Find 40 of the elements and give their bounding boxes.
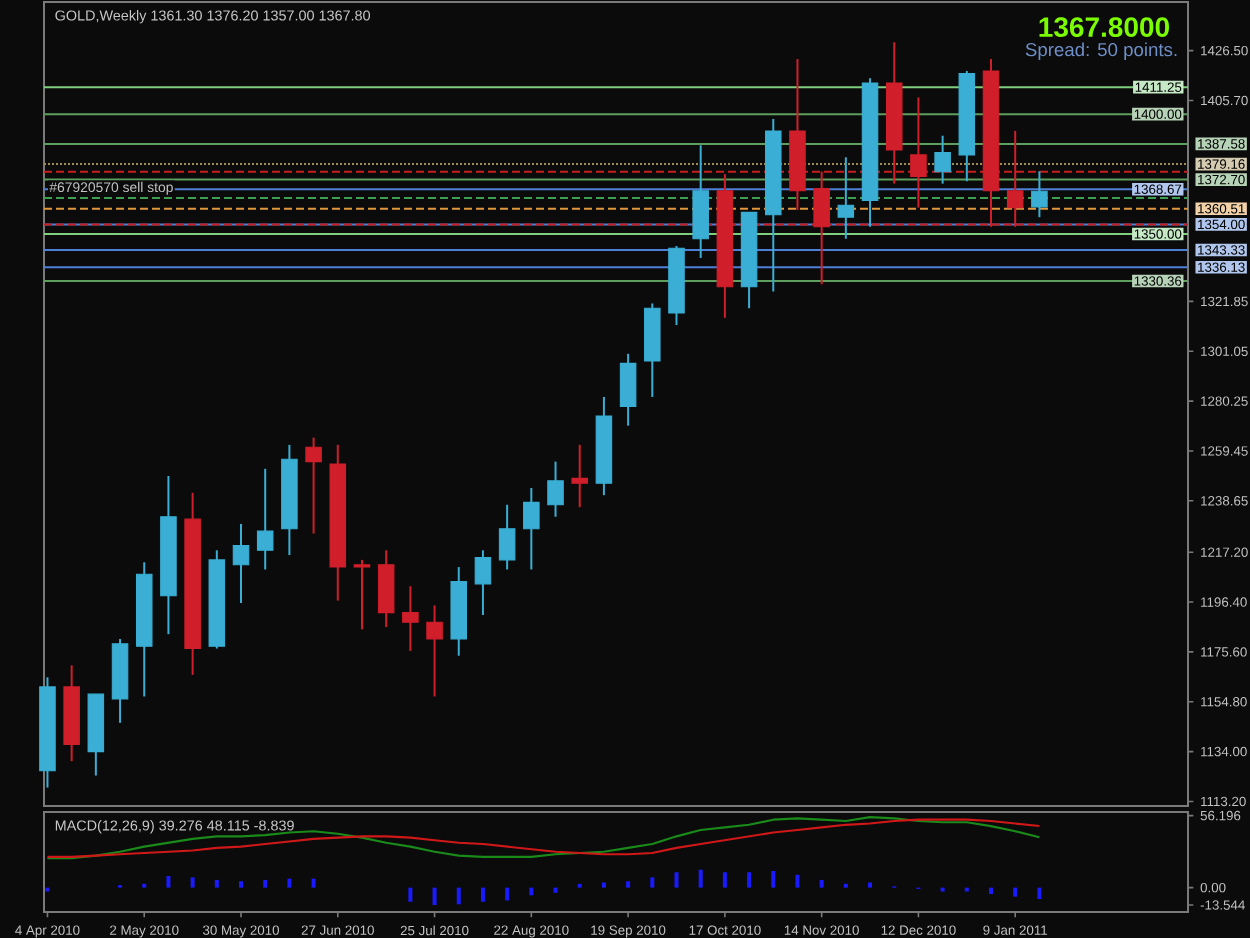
candlestick xyxy=(498,503,516,571)
bar xyxy=(432,887,437,906)
candlestick xyxy=(377,549,395,628)
candlestick xyxy=(571,443,588,509)
bar xyxy=(480,887,485,902)
candlestick xyxy=(1031,170,1048,219)
bar xyxy=(722,872,727,888)
candlestick xyxy=(692,144,709,259)
candlestick xyxy=(619,352,637,427)
candlestick xyxy=(426,604,443,698)
candlestick xyxy=(523,486,540,571)
annotation: 1367.8000 xyxy=(1039,17,1169,38)
bar xyxy=(408,887,413,902)
bar xyxy=(166,876,171,888)
bar xyxy=(529,887,534,896)
candlestick xyxy=(837,156,855,240)
candlestick xyxy=(353,558,371,631)
bar xyxy=(456,887,461,905)
candlestick xyxy=(474,549,492,616)
bar xyxy=(989,887,994,895)
bar xyxy=(747,872,752,888)
bar xyxy=(190,877,195,888)
candlestick xyxy=(547,460,564,518)
bar xyxy=(263,879,268,888)
bar xyxy=(698,869,703,888)
bar xyxy=(505,887,510,901)
bar xyxy=(650,877,655,888)
candlestick xyxy=(256,467,274,571)
candlestick xyxy=(402,585,419,652)
annotation: Spread: 50 points. xyxy=(1025,42,1177,60)
bar xyxy=(601,882,606,888)
bar xyxy=(553,887,558,893)
bar xyxy=(771,870,776,888)
bar xyxy=(311,878,316,888)
bar xyxy=(868,882,873,888)
candlestick xyxy=(305,436,322,535)
bar xyxy=(795,874,800,888)
bar xyxy=(819,879,824,888)
candlestick xyxy=(934,134,951,185)
candlestick xyxy=(232,522,250,605)
